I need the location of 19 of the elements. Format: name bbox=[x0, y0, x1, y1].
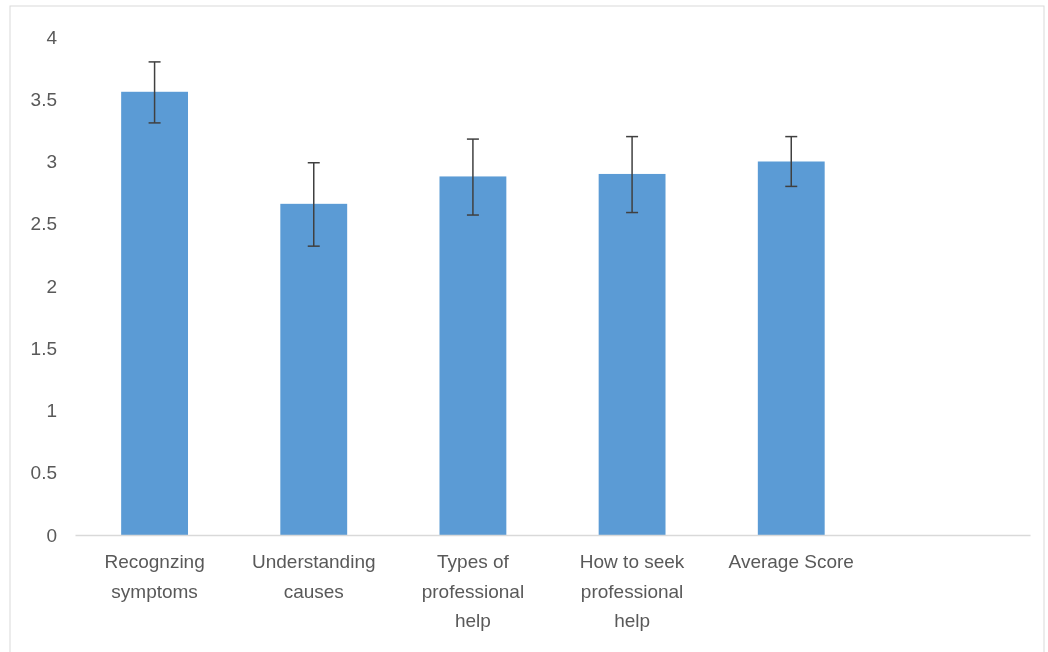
bar bbox=[280, 203, 348, 535]
x-tick-label: Types of professional help bbox=[421, 551, 525, 632]
y-tick-label: 3.5 bbox=[30, 88, 57, 110]
bar bbox=[439, 176, 507, 535]
y-tick-label: 1 bbox=[46, 400, 57, 422]
y-tick-label: 3 bbox=[46, 151, 57, 173]
bar bbox=[121, 91, 189, 535]
y-tick-label: 2 bbox=[46, 275, 57, 297]
bar bbox=[598, 173, 666, 535]
bar bbox=[757, 161, 825, 535]
y-tick-label: 0.5 bbox=[30, 462, 57, 484]
y-tick-label: 0 bbox=[46, 524, 57, 546]
y-tick-label: 1.5 bbox=[30, 337, 57, 359]
x-tick-label: Recognzing symptoms bbox=[104, 551, 205, 602]
y-tick-label: 4 bbox=[46, 26, 58, 48]
x-tick-label: Average Score bbox=[728, 551, 854, 573]
y-tick-label: 2.5 bbox=[30, 213, 57, 235]
x-tick-label: How to seek professional help bbox=[579, 551, 685, 632]
x-tick-label: Understanding causes bbox=[251, 551, 376, 602]
